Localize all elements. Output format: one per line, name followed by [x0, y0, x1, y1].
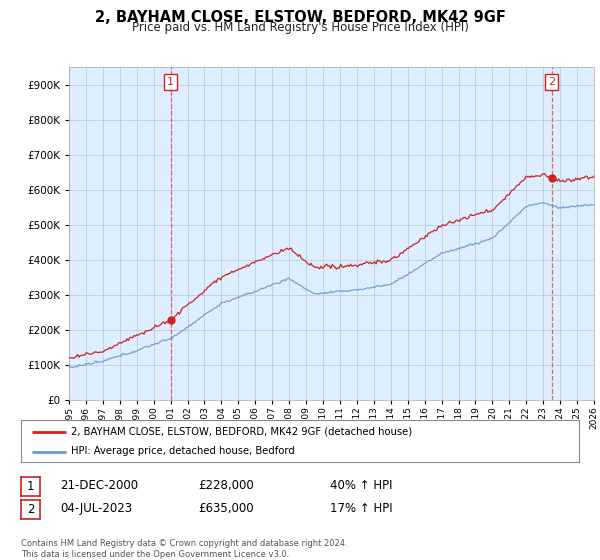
Text: Price paid vs. HM Land Registry's House Price Index (HPI): Price paid vs. HM Land Registry's House …: [131, 21, 469, 34]
Text: 2: 2: [548, 77, 555, 87]
Text: 1: 1: [27, 479, 34, 493]
Text: £635,000: £635,000: [198, 502, 254, 515]
Text: Contains HM Land Registry data © Crown copyright and database right 2024.
This d: Contains HM Land Registry data © Crown c…: [21, 539, 347, 559]
Text: 17% ↑ HPI: 17% ↑ HPI: [330, 502, 392, 515]
Text: 2, BAYHAM CLOSE, ELSTOW, BEDFORD, MK42 9GF: 2, BAYHAM CLOSE, ELSTOW, BEDFORD, MK42 9…: [95, 10, 505, 25]
Text: 21-DEC-2000: 21-DEC-2000: [60, 479, 138, 492]
Text: 1: 1: [167, 77, 174, 87]
Text: 04-JUL-2023: 04-JUL-2023: [60, 502, 132, 515]
Text: £228,000: £228,000: [198, 479, 254, 492]
Text: 2, BAYHAM CLOSE, ELSTOW, BEDFORD, MK42 9GF (detached house): 2, BAYHAM CLOSE, ELSTOW, BEDFORD, MK42 9…: [71, 427, 412, 437]
Text: 2: 2: [27, 502, 34, 516]
Text: 40% ↑ HPI: 40% ↑ HPI: [330, 479, 392, 492]
Text: HPI: Average price, detached house, Bedford: HPI: Average price, detached house, Bedf…: [71, 446, 295, 456]
